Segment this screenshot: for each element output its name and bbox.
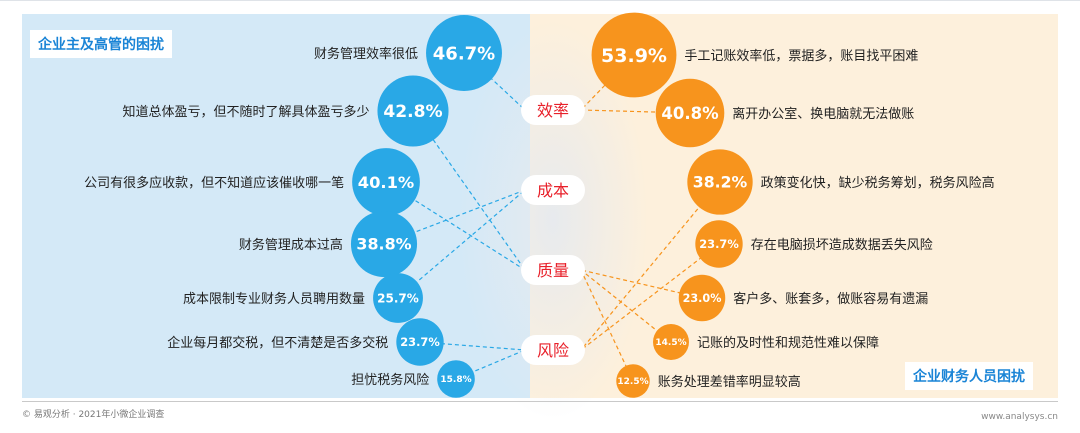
category-label-3: 风险 [537, 341, 569, 360]
left-bubbles: 46.7% 财务管理效率很低 42.8% 知道总体盈亏，但不随时了解具体盈亏多少 40.… [84, 15, 502, 398]
right-value-1: 40.8% [661, 104, 719, 123]
right-label-0: 手工记账效率低，票据多，账目找平困难 [684, 48, 918, 64]
category-node-3 [521, 335, 585, 365]
right-label-6: 账务处理差错率明显较高 [658, 374, 801, 390]
left-label-0: 财务管理效率很低 [314, 46, 418, 62]
left-bubble-6 [437, 360, 475, 398]
connector-right-5 [580, 269, 672, 343]
right-value-0: 53.9% [601, 45, 667, 67]
left-value-5: 23.7% [400, 335, 440, 349]
left-value-4: 25.7% [377, 291, 419, 305]
left-value-3: 38.8% [356, 235, 411, 254]
left-value-6: 15.8% [440, 375, 471, 385]
right-bubbles: 53.9% 手工记账效率低，票据多，账目找平困难 40.8% 离开办公室、换电脑就无法… [591, 12, 995, 398]
connector-left-6 [455, 349, 526, 380]
right-label-1: 离开办公室、换电脑就无法做账 [732, 106, 914, 122]
left-value-0: 46.7% [433, 43, 495, 64]
right-label-4: 客户多、账套多，做账容易有遗漏 [733, 291, 928, 307]
category-node-1 [521, 175, 585, 205]
top-rule [0, 0, 1080, 1]
right-value-3: 23.7% [699, 237, 739, 251]
connector-left-1 [412, 110, 526, 271]
connector-right-3 [580, 243, 720, 351]
legend-right: 企业财务人员困扰 [905, 362, 1033, 390]
left-label-1: 知道总体盈亏，但不随时了解具体盈亏多少 [122, 104, 369, 120]
category-label-0: 效率 [537, 101, 569, 120]
footer-source: © 易观分析 · 2021年小微企业调查 [22, 410, 165, 420]
left-bubble-1 [377, 75, 449, 147]
legend-left: 企业主及高管的困扰 [30, 30, 172, 58]
left-value-2: 40.1% [358, 173, 414, 192]
left-label-5: 企业每月都交税，但不清楚是否多交税 [167, 335, 388, 351]
left-bubble-3 [350, 210, 418, 278]
right-label-3: 存在电脑损坏造成数据丢失风险 [751, 238, 933, 253]
connector-right-2 [580, 181, 721, 351]
right-bubble-2 [687, 149, 753, 215]
left-label-6: 担忧税务风险 [351, 372, 429, 388]
left-bubble-5 [396, 318, 444, 366]
category-node-2 [521, 255, 585, 285]
footer-site: www.analysys.cn [981, 412, 1058, 422]
right-value-2: 38.2% [693, 173, 748, 192]
left-bubble-4 [373, 273, 423, 323]
left-bubble-0 [426, 15, 502, 91]
right-bubble-0 [591, 12, 677, 98]
left-label-2: 公司有很多应收款，但不知道应该催收哪一笔 [84, 175, 344, 191]
category-node-0 [521, 95, 585, 125]
right-label-2: 政策变化快，缺少税务筹划，税务风险高 [761, 175, 995, 191]
center-glow [458, 20, 648, 420]
right-bubble-1 [655, 78, 725, 148]
right-value-6: 12.5% [617, 377, 648, 387]
left-label-3: 财务管理成本过高 [239, 237, 343, 253]
category-label-2: 质量 [537, 261, 569, 280]
right-bubble-5 [653, 324, 689, 360]
left-bubble-2 [352, 148, 420, 216]
right-label-5: 记账的及时性和规范性难以保障 [697, 335, 879, 351]
footer-rule [22, 401, 1058, 402]
right-bubble-6 [616, 364, 650, 398]
right-bubble-4 [678, 274, 726, 322]
left-label-4: 成本限制专业财务人员聘用数量 [183, 291, 365, 307]
category-label-1: 成本 [537, 181, 569, 200]
left-value-1: 42.8% [383, 102, 442, 122]
right-value-5: 14.5% [655, 338, 686, 348]
right-bubble-3 [695, 220, 743, 268]
right-value-4: 23.0% [683, 292, 722, 305]
